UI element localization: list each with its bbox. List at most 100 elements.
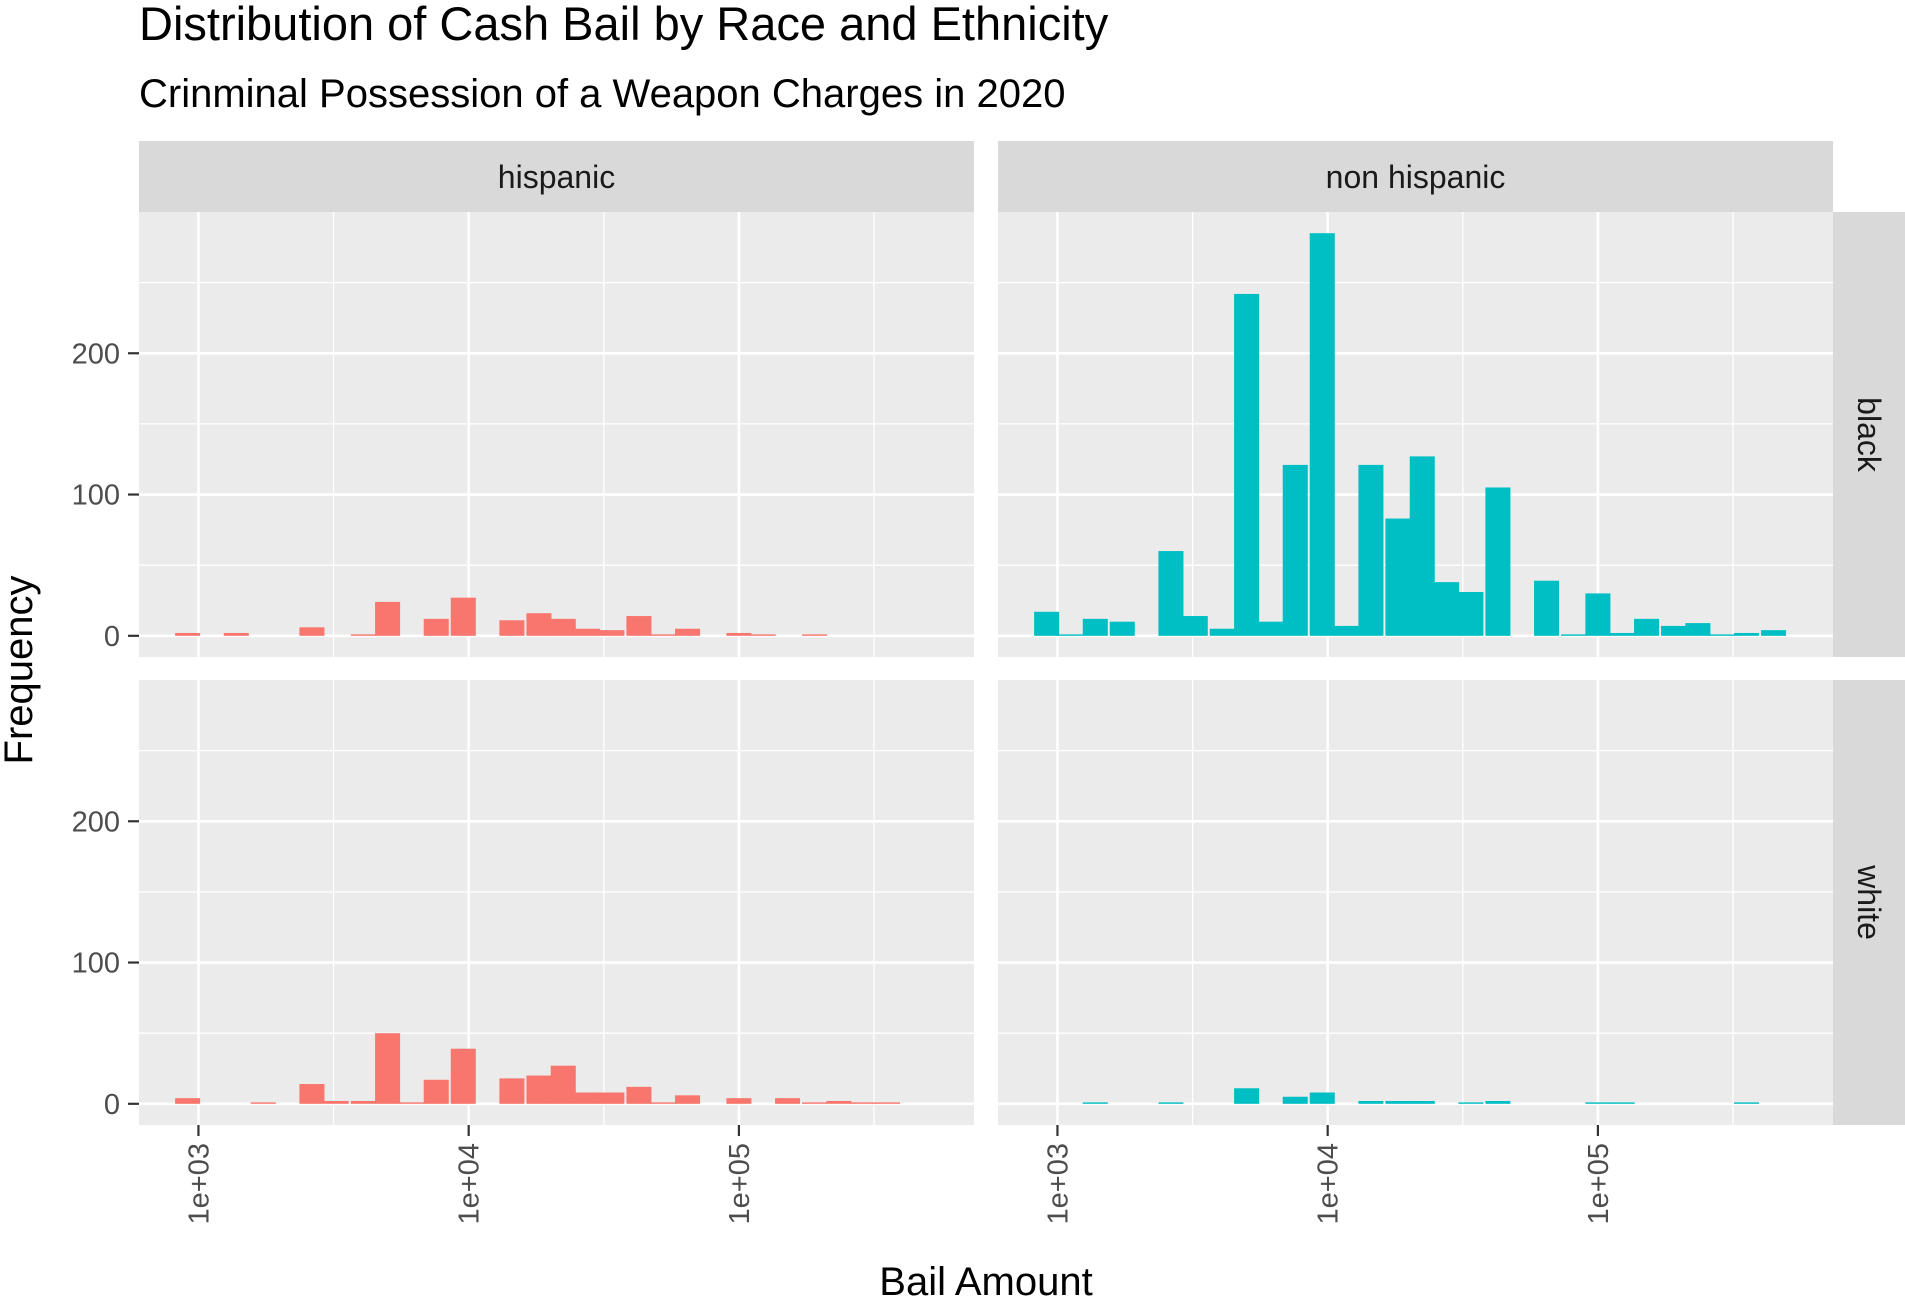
histogram-bar — [1258, 621, 1284, 636]
histogram-bar — [423, 1079, 449, 1104]
histogram-bar — [1409, 456, 1435, 636]
histogram-bar — [1685, 623, 1711, 636]
histogram-bar — [175, 1098, 201, 1104]
histogram-bar — [1709, 634, 1735, 636]
histogram-bar — [575, 628, 601, 636]
histogram-bar — [1109, 621, 1135, 636]
histogram-bar — [1458, 1102, 1484, 1104]
histogram-bar — [1309, 1092, 1335, 1104]
chart-subtitle: Crinminal Possession of a Weapon Charges… — [139, 72, 1065, 116]
histogram-bar — [175, 632, 201, 636]
histogram-bar — [1485, 487, 1511, 636]
panel-hispanic-black — [139, 212, 974, 657]
histogram-bar — [575, 1092, 601, 1104]
panel-background — [139, 680, 974, 1125]
histogram-bar — [1058, 634, 1084, 636]
histogram-bar — [650, 1102, 676, 1104]
histogram-bar — [1534, 580, 1560, 636]
x-tick-label: 1e+05 — [724, 1143, 756, 1224]
histogram-bar — [1282, 464, 1308, 636]
histogram-bar — [1585, 593, 1611, 636]
histogram-bar — [850, 1102, 876, 1104]
histogram-bar — [1082, 618, 1108, 636]
histogram-bar — [875, 1102, 901, 1104]
histogram-bar — [299, 1084, 325, 1104]
histogram-bar — [675, 628, 701, 636]
y-axis-title: Frequency — [0, 576, 41, 765]
histogram-bar — [1234, 293, 1260, 636]
y-tick-label: 200 — [72, 806, 120, 838]
histogram-bar — [1082, 1102, 1108, 1104]
panel-non-hispanic-black — [998, 212, 1833, 657]
panel-background — [998, 680, 1833, 1125]
histogram-bar — [726, 1098, 752, 1104]
histogram-bar — [223, 632, 249, 636]
histogram-bar — [626, 616, 652, 636]
facet-strip-hispanic — [139, 141, 974, 212]
histogram-bar — [802, 634, 828, 636]
histogram-bar — [1385, 518, 1411, 636]
histogram-bar — [526, 613, 552, 636]
histogram-bar — [750, 634, 776, 636]
y-axis: 0 100 200 0 100 200 — [72, 338, 139, 1121]
histogram-bar — [250, 1102, 276, 1104]
facet-strip-label: white — [1851, 864, 1887, 940]
x-tick-label: 1e+04 — [1313, 1143, 1345, 1224]
histogram-bar — [1182, 616, 1208, 636]
histogram-bar — [650, 634, 676, 636]
histogram-bar — [526, 1075, 552, 1104]
panel-hispanic-white — [139, 680, 974, 1125]
histogram-bar — [726, 632, 752, 636]
x-tick-label: 1e+03 — [183, 1143, 215, 1224]
panel-background — [139, 212, 974, 657]
histogram-bar — [1585, 1102, 1611, 1104]
facet-strips: hispanic non hispanic black white — [139, 141, 1905, 1125]
histogram-bar — [1458, 592, 1484, 636]
histogram-bar — [1234, 1088, 1260, 1104]
histogram-bar — [1434, 582, 1460, 636]
histogram-bar — [375, 1033, 401, 1104]
panel-non-hispanic-white — [998, 680, 1833, 1125]
histogram-bar — [1409, 1100, 1435, 1104]
histogram-bar — [350, 1100, 376, 1104]
histogram-bar — [423, 618, 449, 636]
histogram-bar — [499, 620, 525, 636]
histogram-bar — [1734, 632, 1760, 636]
histogram-bar — [1661, 625, 1687, 636]
histogram-bar — [775, 1098, 801, 1104]
histogram-bar — [599, 1092, 625, 1104]
histogram-bar — [1634, 618, 1660, 636]
facet-strip-label: non hispanic — [1326, 159, 1506, 195]
x-axis: 1e+03 1e+04 1e+05 1e+03 1e+04 1e+05 — [183, 1125, 1615, 1224]
histogram-bar — [299, 627, 325, 636]
x-tick-label: 1e+05 — [1583, 1143, 1615, 1224]
histogram-bar — [1158, 1102, 1184, 1104]
facet-panels — [139, 212, 1833, 1125]
histogram-bar — [450, 1048, 476, 1104]
histogram-bar — [1358, 464, 1384, 636]
facet-strip-white — [1833, 680, 1905, 1125]
histogram-bar — [1561, 634, 1587, 636]
histogram-bar — [626, 1086, 652, 1104]
histogram-bar — [1385, 1100, 1411, 1104]
histogram-bar — [599, 630, 625, 636]
histogram-bar — [1282, 1096, 1308, 1104]
histogram-bar — [675, 1095, 701, 1104]
histogram-bar — [1209, 628, 1235, 636]
histogram-bar — [323, 1100, 349, 1104]
x-axis-title: Bail Amount — [879, 1260, 1092, 1297]
y-tick-label: 100 — [72, 480, 120, 512]
histogram-bar — [550, 1065, 576, 1104]
x-tick-label: 1e+03 — [1042, 1143, 1074, 1224]
histogram-bar — [1485, 1100, 1511, 1104]
facet-strip-black — [1833, 212, 1905, 657]
histogram-bar — [1334, 625, 1360, 636]
histogram-bar — [550, 618, 576, 636]
facet-strip-non-hispanic — [998, 141, 1833, 212]
histogram-bar — [1734, 1102, 1760, 1104]
histogram-bar — [1761, 630, 1787, 636]
facet-strip-label: hispanic — [498, 159, 615, 195]
histogram-bar — [499, 1078, 525, 1104]
y-tick-label: 100 — [72, 948, 120, 980]
